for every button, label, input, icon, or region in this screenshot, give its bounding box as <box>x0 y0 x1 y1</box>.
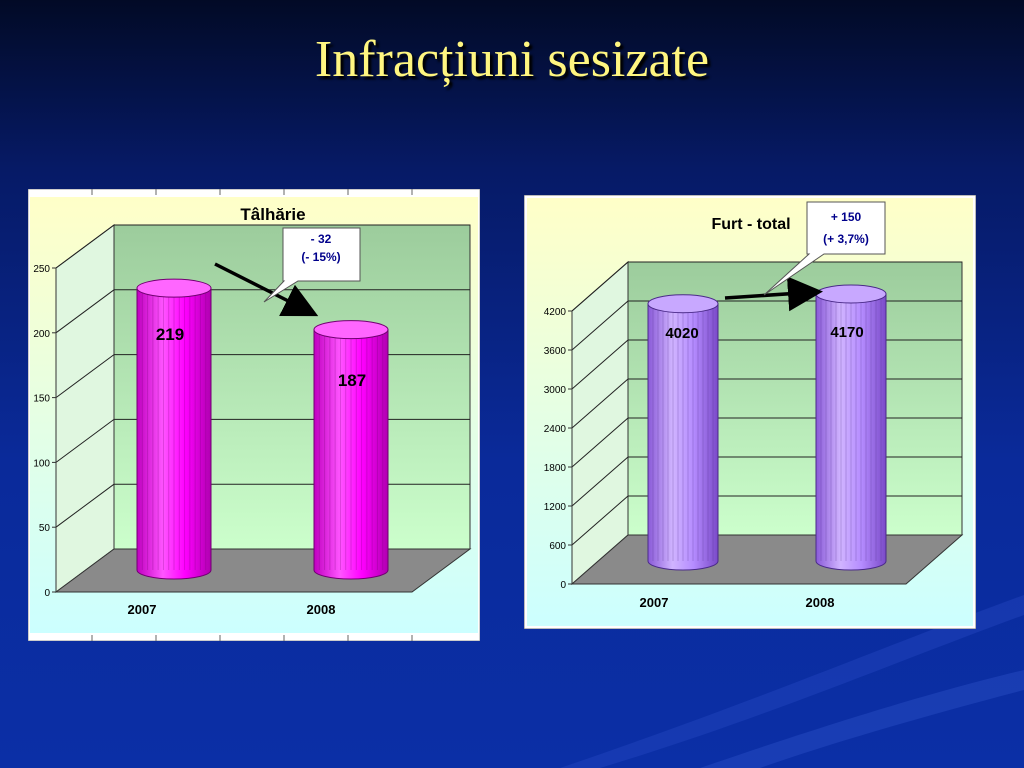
y-tick-label-2400: 2400 <box>544 424 567 435</box>
callout-percent: (- 15%) <box>301 250 340 264</box>
trend-arrow <box>724 276 823 312</box>
bar-top-2007 <box>136 278 212 298</box>
y-tick-label-50: 50 <box>39 523 51 534</box>
y-tick-label-600: 600 <box>549 541 566 552</box>
y-tick-label-0: 0 <box>560 580 566 591</box>
bar-2008 <box>815 293 887 571</box>
data-label-2007: 4020 <box>665 325 698 342</box>
gridline-side-200 <box>55 289 115 334</box>
bar-2008 <box>313 329 389 580</box>
y-tick-label-3000: 3000 <box>544 385 567 396</box>
callout-box: + 150 (+ 3,7%) <box>763 201 886 296</box>
y-tick-label-4200: 4200 <box>544 307 567 318</box>
gridline-side-600 <box>571 495 629 546</box>
callout-change: + 150 <box>831 210 862 224</box>
gridline-side-1800 <box>571 417 629 468</box>
chart-furt-total: 0 600 1200 1800 2400 3000 3600 4200 Furt - tota… <box>524 195 976 629</box>
bar-top-2007 <box>647 294 719 314</box>
chart-talharie: 0 50 100 150 200 250 Tâlhărie 2007 2008 219 1… <box>28 189 480 641</box>
y-tick-label-3600: 3600 <box>544 346 567 357</box>
slide-title: Infracțiuni sesizate <box>314 31 710 88</box>
x-tick-label-2007: 2007 <box>640 595 669 610</box>
callout-percent: (+ 3,7%) <box>823 232 869 246</box>
callout-box: - 32 (- 15%) <box>263 227 361 303</box>
y-tick-label-100: 100 <box>33 458 50 469</box>
gridline-side-100 <box>55 418 115 463</box>
gridline-side-1200 <box>571 456 629 507</box>
x-tick-label-2008: 2008 <box>307 602 336 617</box>
bar-2007 <box>136 287 212 580</box>
y-tick-label-1800: 1800 <box>544 463 567 474</box>
callout-change: - 32 <box>311 232 332 246</box>
gridline-side-50 <box>55 483 115 528</box>
gridline-side-150 <box>55 354 115 399</box>
x-tick-label-2008: 2008 <box>806 595 835 610</box>
y-tick-label-150: 150 <box>33 394 50 405</box>
data-label-2007: 219 <box>156 325 184 344</box>
panel-tick-marks <box>91 189 413 641</box>
chart-title: Tâlhărie <box>240 205 305 224</box>
gridline-side-3000 <box>571 339 629 390</box>
y-tick-label-0: 0 <box>44 588 50 599</box>
bar-2007 <box>647 303 719 571</box>
x-tick-label-2007: 2007 <box>128 602 157 617</box>
chart-title: Furt - total <box>711 216 790 233</box>
y-axis-ticks: 0 50 100 150 200 250 <box>33 264 56 599</box>
trend-arrow <box>214 262 319 317</box>
bar-top-2008 <box>815 284 887 304</box>
bar-top-2008 <box>313 320 389 340</box>
y-tick-label-250: 250 <box>33 264 50 275</box>
gridline-side-2400 <box>571 378 629 429</box>
y-tick-label-1200: 1200 <box>544 502 567 513</box>
bars <box>647 284 887 571</box>
y-tick-label-200: 200 <box>33 329 50 340</box>
y-axis-ticks: 0 600 1200 1800 2400 3000 3600 4200 <box>544 307 572 591</box>
data-label-2008: 4170 <box>830 324 863 341</box>
gridline-side-250 <box>55 224 115 269</box>
bars <box>136 278 389 580</box>
gridline-side-4200 <box>571 261 629 312</box>
data-label-2008: 187 <box>338 371 366 390</box>
gridline-side-3600 <box>571 300 629 351</box>
